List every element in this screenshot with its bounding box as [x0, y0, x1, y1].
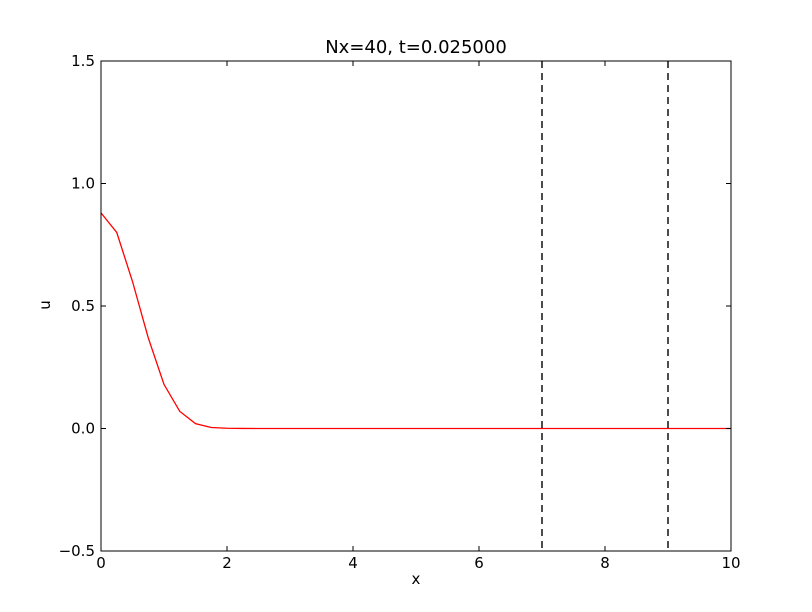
x-tick-label: 2 [222, 554, 232, 572]
axis-ticks: 0 2 4 6 8 10 −0.5 0.0 0.5 1.0 1.5 [59, 52, 741, 572]
y-tick-label: 1.5 [71, 52, 95, 70]
y-tick-label: −0.5 [59, 542, 95, 560]
series-line-1 [100, 212, 731, 430]
x-tick-label: 4 [348, 554, 358, 572]
y-axis-label: u [36, 300, 54, 310]
plot-area [100, 61, 731, 551]
x-tick-label: 10 [721, 554, 740, 572]
x-tick-label: 0 [96, 554, 106, 572]
x-axis-label: x [412, 570, 421, 588]
y-tick-label: 0.0 [71, 420, 95, 438]
chart-title: Nx=40, t=0.025000 [325, 37, 507, 58]
y-tick-label: 1.0 [71, 175, 95, 193]
x-tick-label: 6 [474, 554, 484, 572]
x-tick-label: 8 [600, 554, 610, 572]
y-tick-label: 0.5 [71, 297, 95, 315]
